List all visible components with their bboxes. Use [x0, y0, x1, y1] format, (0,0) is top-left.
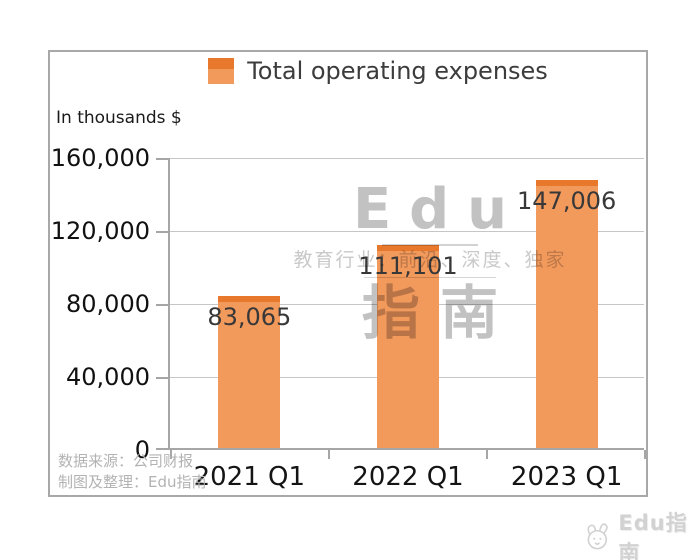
x-axis-category-label: 2022 Q1 — [352, 462, 464, 492]
data-label: 83,065 — [207, 303, 292, 331]
y-tick-mark — [156, 158, 168, 160]
data-label: 147,006 — [517, 187, 617, 215]
x-tick-mark — [486, 450, 488, 459]
x-tick-mark — [644, 450, 646, 459]
x-tick-mark — [170, 450, 172, 459]
gridline — [170, 157, 644, 159]
y-tick-mark — [156, 377, 168, 379]
bar-cap — [535, 180, 598, 186]
legend: Total operating expenses — [80, 57, 676, 85]
bar-cap — [377, 245, 439, 251]
edu-logo-icon — [587, 523, 608, 550]
source-note: 数据来源：公司财报 — [58, 452, 194, 470]
y-tick-mark — [156, 231, 168, 233]
legend-swatch — [208, 58, 235, 84]
bar-2021-q1 — [218, 296, 281, 448]
legend-label: Total operating expenses — [247, 57, 548, 85]
y-tick-label: 120,000 — [50, 217, 150, 245]
gridline — [170, 230, 644, 232]
bar-2023-q1 — [535, 180, 598, 448]
y-tick-mark — [156, 448, 168, 450]
chart-container: Total operating expenses In thousands $ … — [48, 50, 648, 497]
y-tick-label: 80,000 — [66, 290, 150, 318]
x-tick-mark — [328, 450, 330, 459]
plot-area: 160,000 120,000 80,000 40,000 0 83,065 2021 Q1… — [51, 144, 646, 492]
y-tick-mark — [156, 304, 168, 306]
y-tick-label: 160,000 — [50, 144, 150, 172]
edu-logo: Edu指南 — [583, 507, 700, 560]
x-axis-category-label: 2023 Q1 — [510, 462, 623, 492]
data-label: 111,101 — [358, 252, 458, 280]
bar-cap — [218, 296, 281, 302]
bar-2022-q1 — [377, 245, 439, 448]
y-tick-label: 40,000 — [66, 363, 150, 391]
x-axis-category-label: 2021 Q1 — [193, 462, 306, 492]
y-tick-label: 0 — [134, 436, 150, 464]
edu-logo-text: Edu指南 — [618, 511, 688, 560]
credit-note: 制图及整理：Edu指南 — [58, 473, 207, 491]
y-axis-title: In thousands $ — [56, 108, 182, 128]
